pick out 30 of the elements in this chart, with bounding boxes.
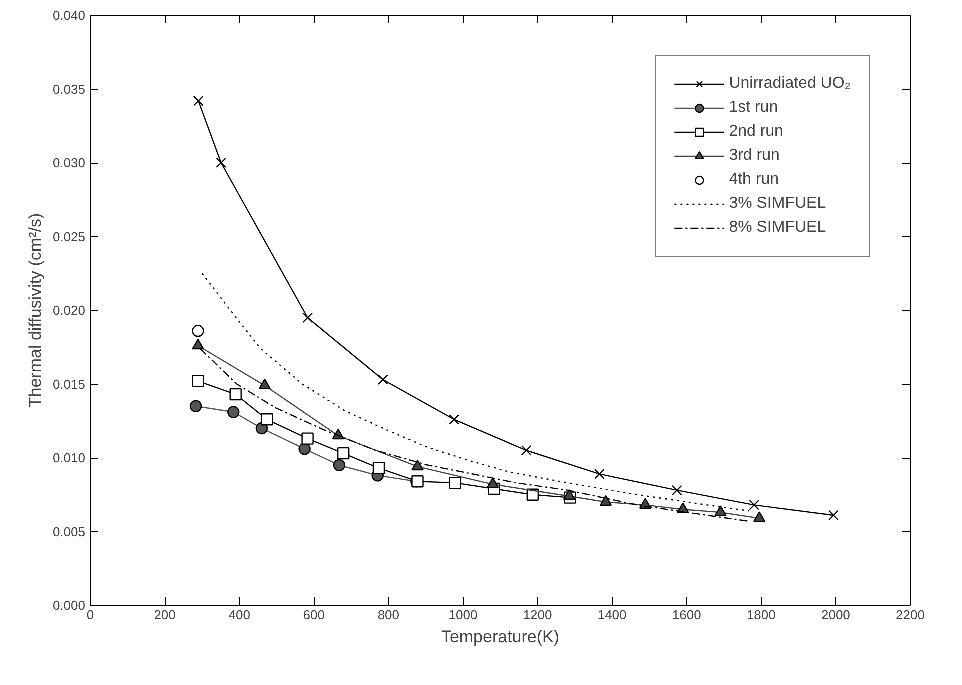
x-tick-label: 600	[303, 608, 325, 622]
x-tick-label: 200	[154, 608, 176, 622]
y-tick-label: 0.020	[52, 303, 86, 318]
x-axis-title: Temperature(K)	[441, 628, 560, 646]
y-tick-label: 0.000	[52, 598, 86, 613]
x-tick-label: 800	[378, 608, 400, 622]
legend-label: 3rd run	[729, 147, 780, 165]
legend-label: 4th run	[729, 171, 779, 189]
x-tick-label: 1400	[598, 608, 627, 622]
x-tick-label: 400	[228, 608, 250, 622]
y-tick-label: 0.040	[52, 8, 86, 23]
y-tick-label: 0.005	[52, 524, 86, 540]
y-axis-title: Thermal diffusivity (cm²/s)	[26, 213, 45, 408]
x-tick-label: 1000	[448, 608, 478, 622]
y-tick-label: 0.030	[52, 156, 86, 170]
y-tick-label: 0.015	[52, 376, 86, 392]
x-tick-label: 1600	[672, 608, 702, 622]
legend-label: Unirradiated UO₂	[729, 75, 851, 93]
legend-label: 1st run	[729, 99, 778, 117]
legend-label: 2nd run	[729, 123, 784, 141]
y-tick-label: 0.025	[52, 229, 86, 244]
x-tick-label: 0	[86, 608, 94, 622]
legend-label: 3% SIMFUEL	[729, 195, 826, 213]
x-tick-label: 2200	[896, 608, 925, 622]
y-tick-label: 0.010	[52, 450, 86, 466]
y-tick-label: 0.035	[52, 82, 86, 97]
x-tick-label: 1800	[746, 608, 776, 622]
x-tick-label: 1200	[523, 608, 552, 622]
x-tick-label: 2000	[821, 608, 850, 622]
legend-label: 8% SIMFUEL	[729, 219, 826, 237]
